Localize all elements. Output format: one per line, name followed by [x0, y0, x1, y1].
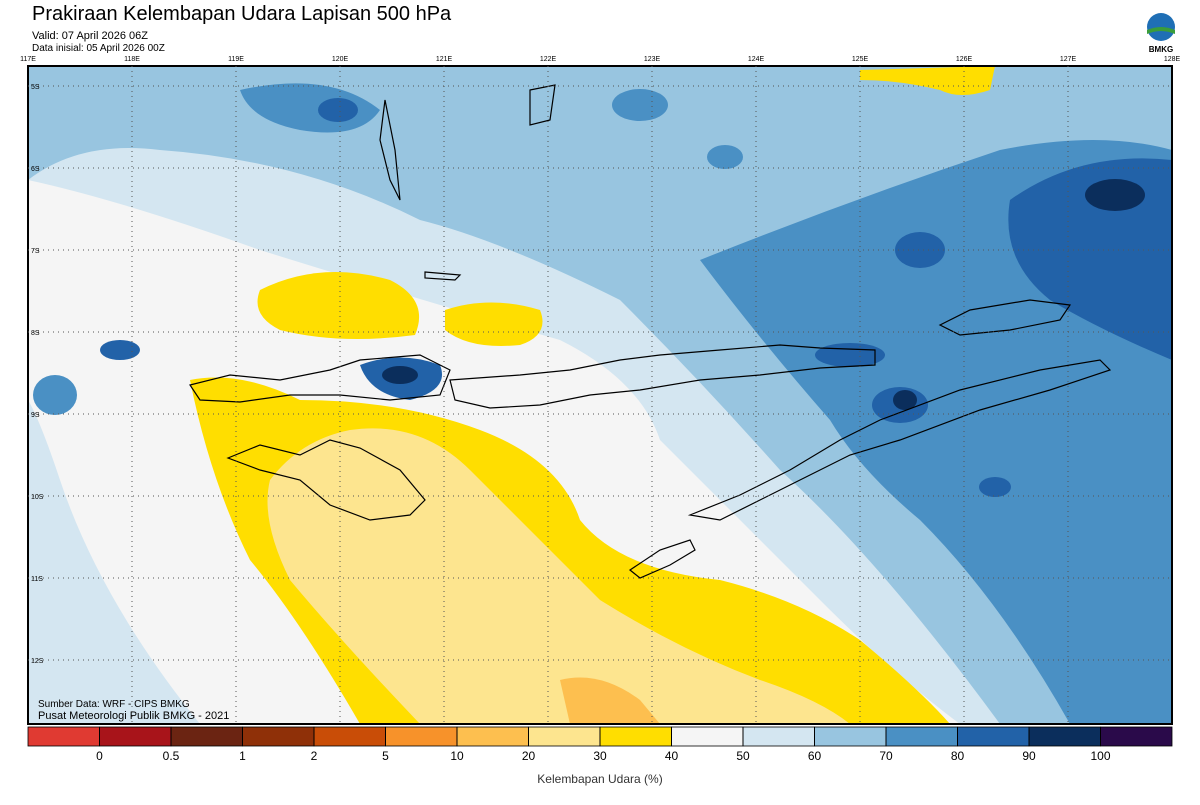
- colorbar-swatch: [671, 726, 744, 747]
- logo: BMKG: [1147, 13, 1175, 54]
- lon-label: 121E: [436, 56, 453, 63]
- lon-label: 122E: [540, 56, 557, 63]
- init-time: Data inisial: 05 April 2026 00Z: [32, 43, 165, 54]
- colorbar-tick-label: 100: [1090, 749, 1110, 763]
- coastlines: [189, 84, 1112, 579]
- lat-label: 7S: [31, 248, 40, 255]
- humidity-field: [28, 66, 1172, 724]
- colorbar-swatch: [170, 726, 243, 747]
- colorbar-label: Kelembapan Udara (%): [537, 772, 662, 786]
- colorbar-swatch: [814, 726, 887, 747]
- lon-label: 117E: [20, 56, 36, 63]
- colorbar-tick-label: 70: [879, 749, 893, 763]
- colorbar-swatch: [1100, 726, 1173, 747]
- lat-label: 8S: [31, 330, 40, 337]
- lat-label: 12S: [31, 658, 44, 665]
- colorbar-swatch: [385, 726, 458, 747]
- title: Prakiraan Kelembapan Udara Lapisan 500 h…: [32, 3, 452, 25]
- lat-label: 11S: [31, 576, 43, 583]
- lon-label: 119E: [228, 56, 244, 63]
- colorbar-tick-label: 90: [1022, 749, 1036, 763]
- colorbar-swatch: [742, 726, 815, 747]
- credit-note: Pusat Meteorologi Publik BMKG - 2021: [38, 710, 229, 722]
- colorbar-tick-label: 60: [808, 749, 822, 763]
- colorbar-swatch: [957, 726, 1030, 747]
- map-frame: [27, 65, 1173, 725]
- lon-label: 127E: [1060, 56, 1077, 63]
- colorbar-swatch: [599, 726, 672, 747]
- colorbar-tick-label: 80: [951, 749, 965, 763]
- lon-label: 120E: [332, 56, 349, 63]
- source-note: Sumber Data: WRF - CIPS BMKG: [38, 699, 190, 710]
- colorbar-tick-label: 0: [96, 749, 103, 763]
- lon-label: 126E: [956, 56, 973, 63]
- colorbar-tick-label: 20: [522, 749, 536, 763]
- colorbar-swatch: [885, 726, 958, 747]
- colorbar-tick-label: 0.5: [163, 749, 180, 763]
- lat-label: 10S: [31, 494, 44, 501]
- colorbar-swatch: [313, 726, 386, 747]
- colorbar-swatch: [99, 726, 172, 747]
- lon-label: 125E: [852, 56, 869, 63]
- colorbar-swatch: [528, 726, 601, 747]
- colorbar-tick-label: 5: [382, 749, 389, 763]
- lon-label: 118E: [124, 56, 140, 63]
- lat-label: 6S: [31, 166, 40, 173]
- colorbar-swatch: [242, 726, 315, 747]
- colorbar-tick-label: 30: [593, 749, 607, 763]
- colorbar-tick-label: 50: [736, 749, 750, 763]
- logo-text: BMKG: [1149, 45, 1173, 54]
- lon-label: 128E: [1164, 56, 1181, 63]
- colorbar-tick-label: 40: [665, 749, 679, 763]
- lat-label: 9S: [31, 412, 40, 419]
- lon-label: 124E: [748, 56, 765, 63]
- colorbar-tick-label: 10: [450, 749, 464, 763]
- colorbar-tick-label: 2: [311, 749, 318, 763]
- colorbar-swatch: [27, 726, 100, 747]
- lon-label: 123E: [644, 56, 661, 63]
- colorbar-swatch: [456, 726, 529, 747]
- colorbar-tick-label: 1: [239, 749, 246, 763]
- valid-time: Valid: 07 April 2026 06Z: [32, 30, 148, 42]
- lat-label: 5S: [31, 84, 40, 91]
- colorbar-swatch: [1028, 726, 1101, 747]
